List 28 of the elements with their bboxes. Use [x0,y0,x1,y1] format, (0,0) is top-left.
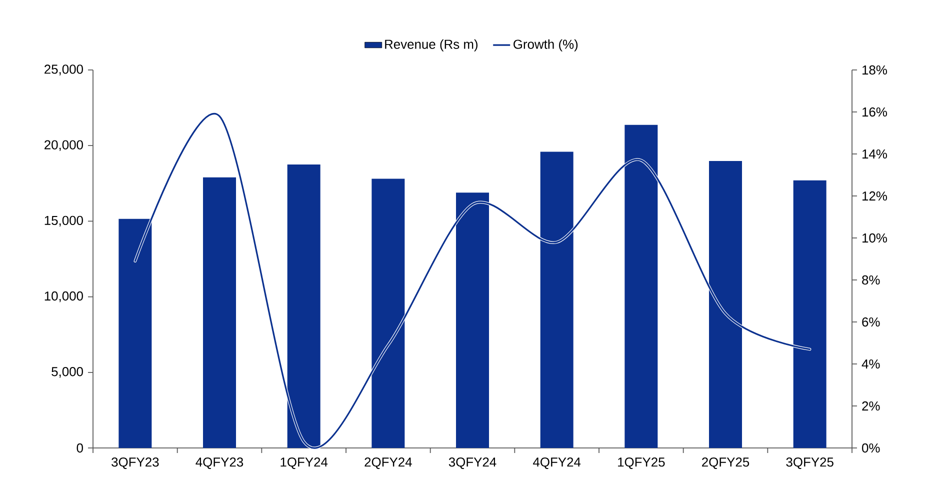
y2-tick-label: 6% [862,317,880,327]
x-tick-label: 4QFY23 [196,458,244,469]
x-tick-label: 4QFY24 [533,458,581,469]
x-tick-label: 3QFY24 [448,458,496,469]
y2-tick-label: 0% [862,443,880,453]
y-tick-label: 0 [76,443,83,453]
bar [203,177,236,448]
y2-tick-label: 18% [862,65,887,75]
y2-tick-label: 4% [862,359,880,369]
y-tick-label: 5,000 [52,367,83,378]
y-tick-label: 25,000 [44,64,83,76]
x-tick-label: 1QFY25 [618,458,665,469]
y-tick-label: 20,000 [44,140,83,151]
y2-tick-label: 10% [862,233,887,243]
x-tick-label: 2QFY25 [702,458,750,469]
x-tick-label: 3QFY23 [112,458,159,469]
y2-tick-label: 14% [862,149,887,159]
legend-label: Growth (%) [514,39,578,52]
y-tick-label: 10,000 [44,291,83,302]
x-tick-label: 2QFY24 [364,458,412,469]
y2-tick-label: 16% [862,107,887,117]
y-tick-label: 15,000 [44,216,83,227]
legend-label: Revenue (Rs m) [385,39,478,52]
y2-tick-label: 8% [862,275,880,285]
y2-tick-label: 2% [862,401,880,411]
y2-tick-label: 12% [862,191,887,201]
x-tick-label: 3QFY25 [786,458,834,469]
x-tick-label: 1QFY24 [280,458,328,469]
